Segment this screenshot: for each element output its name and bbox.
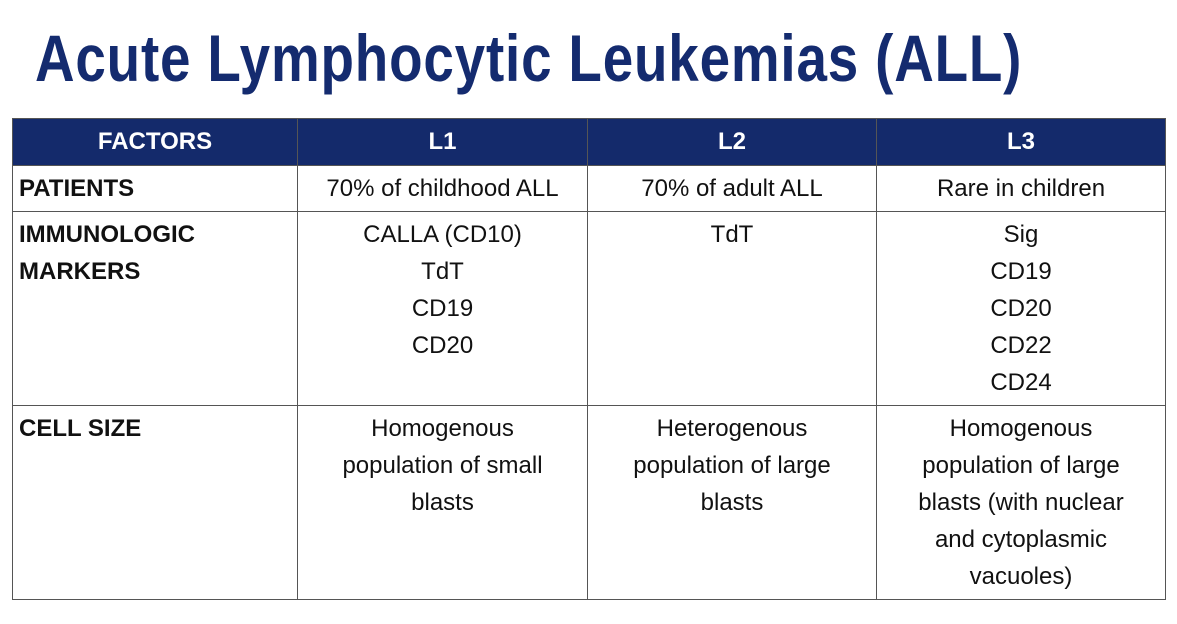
table-cell: Sig CD19 CD20 CD22 CD24: [876, 211, 1166, 406]
cell-line: population of large: [922, 452, 1120, 479]
cell-line: PATIENTS: [19, 175, 135, 202]
cell-line: CELL SIZE: [19, 415, 142, 442]
table-body: PATIENTS 70% of childhood ALL 70% of adult…: [12, 165, 1166, 600]
title: Acute Lymphocytic Leukemias (ALL): [35, 21, 1023, 95]
table-cell: 70% of adult ALL: [587, 165, 877, 212]
table-cell: Homogenous population of large blasts (wit…: [876, 405, 1166, 600]
cell-line: 70% of childhood ALL: [326, 175, 559, 202]
table-cell: 70% of childhood ALL: [297, 165, 588, 212]
cell-line: population of small: [342, 452, 543, 479]
header-cell: L1: [297, 118, 588, 166]
cell-line: Sig: [1003, 221, 1039, 248]
table-cell: Homogenous population of small blasts: [297, 405, 588, 600]
table-row: PATIENTS 70% of childhood ALL 70% of adult…: [12, 165, 1166, 212]
table-cell: Rare in children: [876, 165, 1166, 212]
cell-line: CD22: [990, 332, 1052, 359]
table-cell: TdT: [587, 211, 877, 406]
cell-line: Homogenous: [371, 415, 514, 442]
cell-line: MARKERS: [19, 258, 141, 285]
cell-line: blasts: [411, 489, 474, 516]
cell-line: and cytoplasmic: [934, 526, 1108, 553]
row-label-cell: IMMUNOLOGIC MARKERS: [12, 211, 298, 406]
cell-line: 70% of adult ALL: [641, 175, 823, 202]
row-label-cell: PATIENTS: [12, 165, 298, 212]
cell-line: CD20: [411, 332, 474, 359]
header-row: FACTORS L1 L2 L3: [12, 118, 1166, 166]
table: FACTORS L1 L2 L3 PATIENTS 70% of childhood A…: [12, 118, 1166, 600]
cell-line: CD19: [411, 295, 474, 322]
cell-line: Heterogenous: [656, 415, 808, 442]
cell-line: CALLA (CD10): [363, 221, 522, 248]
cell-line: CD19: [990, 258, 1052, 285]
cell-line: blasts: [700, 489, 764, 516]
cell-line: population of large: [633, 452, 831, 479]
cell-line: CD24: [990, 369, 1052, 396]
table-cell: CALLA (CD10) TdT CD19 CD20: [297, 211, 588, 406]
cell-line: Homogenous: [949, 415, 1093, 442]
cell-line: TdT: [421, 258, 464, 285]
header-cell: FACTORS: [12, 118, 298, 166]
cell-line: vacuoles): [969, 563, 1073, 590]
cell-line: TdT: [710, 221, 754, 248]
header-cell: L2: [587, 118, 877, 166]
cell-line: blasts (with nuclear: [918, 489, 1124, 516]
table-row: CELL SIZE Homogenous population of small bl…: [12, 405, 1166, 600]
cell-line: Rare in children: [936, 175, 1106, 202]
row-label-cell: CELL SIZE: [12, 405, 298, 600]
table-cell: Heterogenous population of large blasts: [587, 405, 877, 600]
table-row: IMMUNOLOGIC MARKERS CALLA (CD10) TdT CD19 CD2…: [12, 211, 1166, 406]
header-cell: L3: [876, 118, 1166, 166]
cell-line: CD20: [990, 295, 1052, 322]
cell-line: IMMUNOLOGIC: [19, 221, 195, 248]
